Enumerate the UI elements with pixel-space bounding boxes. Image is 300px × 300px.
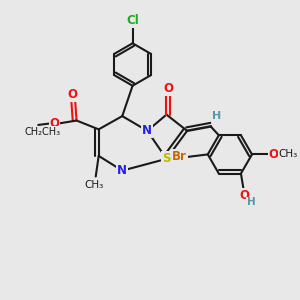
Text: Cl: Cl [126,14,139,27]
Text: O: O [268,148,278,161]
Text: N: N [142,124,152,137]
Text: O: O [163,82,173,94]
Text: CH₃: CH₃ [278,149,298,159]
Text: O: O [239,189,250,202]
Text: O: O [50,117,59,130]
Text: Br: Br [172,150,187,163]
Text: O: O [68,88,77,101]
Text: S: S [162,152,171,165]
Text: N: N [117,164,127,177]
Text: CH₂CH₃: CH₂CH₃ [25,127,61,137]
Text: H: H [212,111,221,121]
Text: CH₃: CH₃ [85,180,104,190]
Text: H: H [247,197,256,208]
